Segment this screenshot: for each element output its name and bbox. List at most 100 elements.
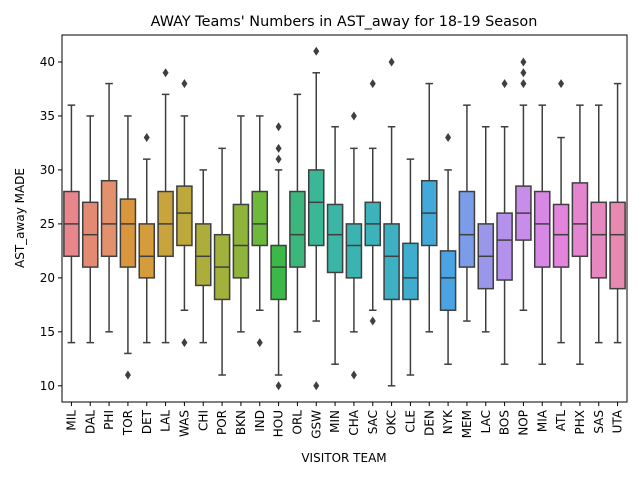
- x-tick-label: CLE: [403, 410, 417, 433]
- box-iqr: [138, 223, 156, 279]
- box-lal: [157, 68, 174, 344]
- y-tick-label: 40: [40, 55, 55, 69]
- outlier-marker: [350, 111, 357, 121]
- box-iqr: [571, 182, 589, 258]
- box-sac: [364, 79, 382, 326]
- box-iqr: [119, 198, 137, 268]
- box-iqr: [552, 203, 570, 268]
- y-tick-label: 20: [40, 271, 55, 285]
- outlier-marker: [445, 133, 452, 143]
- box-okc: [383, 57, 400, 387]
- x-tick-label: NYK: [441, 409, 455, 434]
- box-lac: [477, 126, 495, 333]
- x-tick-label: CHA: [347, 409, 361, 435]
- outlier-marker: [275, 154, 282, 164]
- x-tick-label: MIN: [328, 410, 342, 433]
- box-dal: [81, 115, 99, 344]
- x-tick-label: HOU: [272, 410, 286, 437]
- outlier-marker: [520, 57, 527, 67]
- x-tick-label: MIL: [64, 410, 78, 431]
- outlier-marker: [520, 79, 527, 89]
- box-orl: [289, 93, 306, 333]
- box-min: [326, 126, 344, 365]
- box-iqr: [289, 190, 306, 268]
- x-tick-label: ATL: [554, 410, 568, 432]
- y-axis: 10 15 20 25 30 35 40: [40, 55, 62, 393]
- outlier-marker: [520, 68, 527, 78]
- box-det: [138, 133, 156, 344]
- box-iqr: [609, 201, 626, 290]
- outlier-marker: [388, 57, 395, 67]
- x-tick-label: POR: [215, 410, 229, 435]
- x-tick-label: NOP: [516, 410, 530, 436]
- box-mia: [533, 104, 551, 365]
- box-bkn: [232, 115, 250, 333]
- box-iqr: [176, 185, 193, 247]
- box-iqr: [496, 212, 513, 281]
- box-iqr: [383, 223, 400, 301]
- x-tick-label: BOS: [498, 410, 512, 435]
- box-phx: [571, 104, 589, 365]
- x-tick-label: SAS: [592, 410, 606, 434]
- outlier-marker: [369, 79, 376, 89]
- outlier-marker: [181, 79, 188, 89]
- box-iqr: [533, 190, 551, 268]
- x-tick-label: DEN: [422, 410, 436, 436]
- outlier-marker: [124, 370, 131, 380]
- outlier-marker: [143, 133, 150, 143]
- box-mil: [63, 104, 80, 344]
- box-phi: [100, 82, 118, 333]
- box-sas: [590, 104, 608, 344]
- box-cle: [402, 158, 419, 376]
- box-iqr: [194, 223, 212, 287]
- x-tick-label: UTA: [611, 409, 625, 433]
- box-den: [420, 82, 438, 333]
- chart-title: AWAY Teams' Numbers in AST_away for 18-1…: [151, 14, 538, 30]
- x-tick-label: GSW: [309, 410, 323, 439]
- y-tick-label: 25: [40, 217, 55, 231]
- box-por: [213, 147, 231, 376]
- box-ind: [251, 115, 269, 348]
- box-nyk: [439, 133, 457, 365]
- box-iqr: [270, 244, 287, 301]
- outlier-marker: [181, 338, 188, 348]
- box-iqr: [232, 203, 250, 279]
- x-tick-label: CHI: [196, 410, 210, 431]
- x-tick-label: PHX: [573, 410, 587, 434]
- box-iqr: [402, 242, 419, 301]
- box-was: [176, 79, 193, 348]
- outlier-marker: [275, 143, 282, 153]
- x-tick-label: TOR: [121, 410, 135, 436]
- x-tick-label: OKC: [385, 410, 399, 435]
- plot-area: [63, 46, 626, 391]
- box-cha: [345, 111, 363, 380]
- x-tick-label: WAS: [177, 410, 191, 437]
- box-nop: [515, 57, 532, 311]
- x-tick-label: DAL: [83, 410, 97, 434]
- y-tick-label: 10: [40, 379, 55, 393]
- box-chi: [194, 169, 212, 344]
- y-tick-label: 35: [40, 109, 55, 123]
- y-axis-label: AST_away MADE: [13, 168, 27, 268]
- outlier-marker: [162, 68, 169, 78]
- x-tick-label: PHI: [102, 410, 116, 430]
- box-iqr: [439, 250, 457, 311]
- outlier-marker: [275, 381, 282, 391]
- x-tick-label: BKN: [234, 410, 248, 435]
- x-tick-label: ORL: [290, 410, 304, 435]
- box-iqr: [590, 201, 608, 279]
- x-tick-label: SAC: [366, 410, 380, 434]
- box-uta: [609, 82, 626, 344]
- box-iqr: [100, 179, 118, 258]
- plot-frame: [61, 34, 628, 403]
- box-gsw: [307, 46, 325, 391]
- box-iqr: [326, 203, 344, 274]
- box-tor: [119, 115, 137, 380]
- box-mem: [458, 104, 476, 322]
- outlier-marker: [313, 381, 320, 391]
- box-iqr: [458, 190, 476, 268]
- outlier-marker: [350, 370, 357, 380]
- y-tick-label: 30: [40, 163, 55, 177]
- x-axis: MIL DAL PHI TOR DET LAL WAS CHI POR BKN IND HOU ORL G…: [64, 402, 625, 439]
